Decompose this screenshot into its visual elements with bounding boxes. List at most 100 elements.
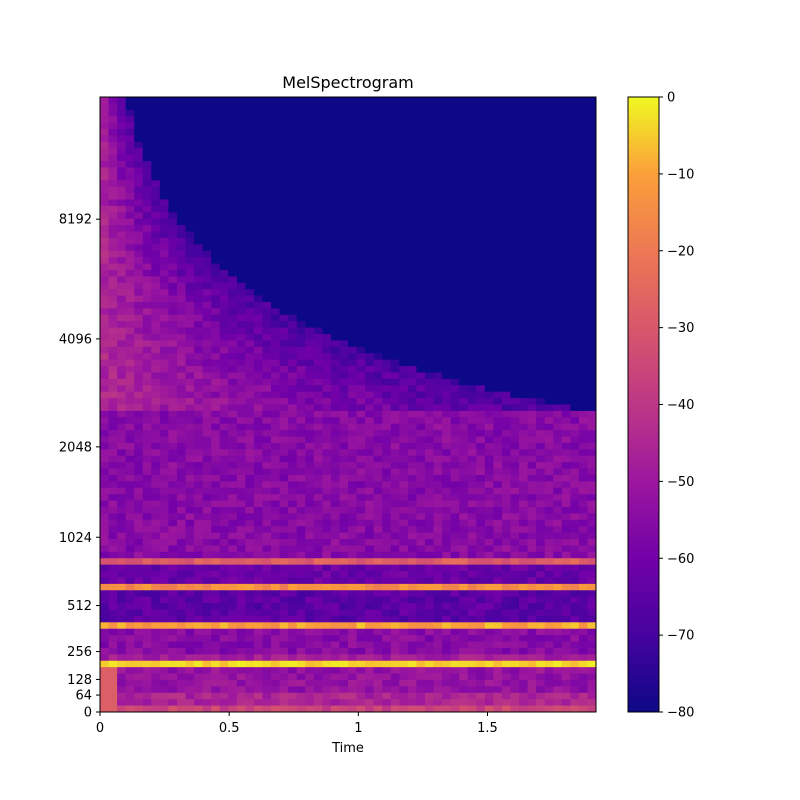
heatmap-cell [587,577,596,585]
heatmap-cell [330,430,341,438]
heatmap-cell [305,628,315,636]
heatmap-cell [330,205,341,213]
heatmap-cell [527,641,537,649]
heatmap-cell [519,135,529,143]
heatmap-cell [271,244,281,252]
heatmap-cell [467,532,477,540]
heatmap-cell [459,532,469,540]
heatmap-cell [262,628,272,636]
heatmap-cell [390,551,400,559]
heatmap-cell [194,436,204,444]
heatmap-cell [348,410,358,418]
heatmap-cell [519,609,529,617]
heatmap-cell [245,513,255,521]
heatmap-cell [305,564,315,572]
heatmap-cell [544,385,554,393]
heatmap-cell [399,308,409,316]
heatmap-cell [211,603,221,611]
heatmap-cell [356,327,366,335]
heatmap-cell [519,404,529,412]
heatmap-cell [527,507,537,515]
heatmap-cell [219,378,229,386]
heatmap-cell [561,622,571,630]
heatmap-cell [330,109,341,117]
heatmap-cell [536,372,546,380]
heatmap-cell [125,302,135,310]
heatmap-cell [108,225,118,233]
heatmap-cell [467,372,477,380]
heatmap-cell [168,366,178,374]
heatmap-cell [125,609,135,617]
heatmap-cell [553,545,563,553]
heatmap-cell [168,193,178,201]
heatmap-cell [151,250,161,258]
heatmap-cell [561,404,571,412]
heatmap-cell [194,539,204,547]
heatmap-cell [134,513,144,521]
heatmap-cell [416,372,426,380]
heatmap-cell [561,366,571,374]
heatmap-cell [407,532,418,540]
heatmap-cell [125,481,135,489]
heatmap-cell [159,564,170,572]
heatmap-cell [356,519,366,527]
heatmap-cell [561,430,571,438]
heatmap-cell [211,378,221,386]
heatmap-cell [185,225,195,233]
heatmap-cell [219,129,229,137]
heatmap-cell [476,590,486,598]
heatmap-cell [348,167,358,175]
heatmap-cell [527,577,537,585]
heatmap-cell [176,615,187,623]
heatmap-cell [125,250,135,258]
heatmap-cell [194,468,204,476]
heatmap-cell [339,545,349,553]
heatmap-cell [253,500,264,508]
heatmap-cell [348,532,358,540]
heatmap-cell [279,122,289,130]
heatmap-cell [578,173,589,181]
heatmap-cell [100,635,110,643]
heatmap-cell [467,519,477,527]
heatmap-cell [134,295,144,303]
heatmap-cell [399,635,409,643]
heatmap-cell [159,474,170,482]
heatmap-cell [219,539,229,547]
heatmap-cell [151,295,161,303]
heatmap-cell [510,539,520,547]
heatmap-cell [211,314,221,322]
heatmap-cell [390,378,400,386]
heatmap-cell [313,97,323,105]
heatmap-cell [271,295,281,303]
heatmap-cell [142,513,152,521]
heatmap-cell [228,519,238,527]
heatmap-cell [433,289,443,297]
heatmap-cell [399,474,409,482]
heatmap-cell [382,282,392,290]
heatmap-cell [313,122,323,130]
heatmap-cell [219,212,229,220]
heatmap-cell [271,193,281,201]
heatmap-cell [108,250,118,258]
heatmap-cell [202,366,212,374]
heatmap-cell [399,103,409,111]
heatmap-cell [510,398,520,406]
heatmap-cell [339,590,349,598]
heatmap-cell [253,641,264,649]
heatmap-cell [536,167,546,175]
heatmap-cell [185,135,195,143]
heatmap-cell [330,173,341,181]
heatmap-cell [407,193,418,201]
heatmap-cell [356,302,366,310]
heatmap-cell [219,334,229,342]
heatmap-cell [510,442,520,450]
heatmap-cell [236,526,246,534]
heatmap-cell [262,180,272,188]
heatmap-cell [382,180,392,188]
heatmap-cell [219,250,229,258]
heatmap-cell [424,263,435,271]
heatmap-cell [142,276,152,284]
heatmap-cell [399,615,409,623]
heatmap-cell [279,615,289,623]
heatmap-cell [476,564,486,572]
